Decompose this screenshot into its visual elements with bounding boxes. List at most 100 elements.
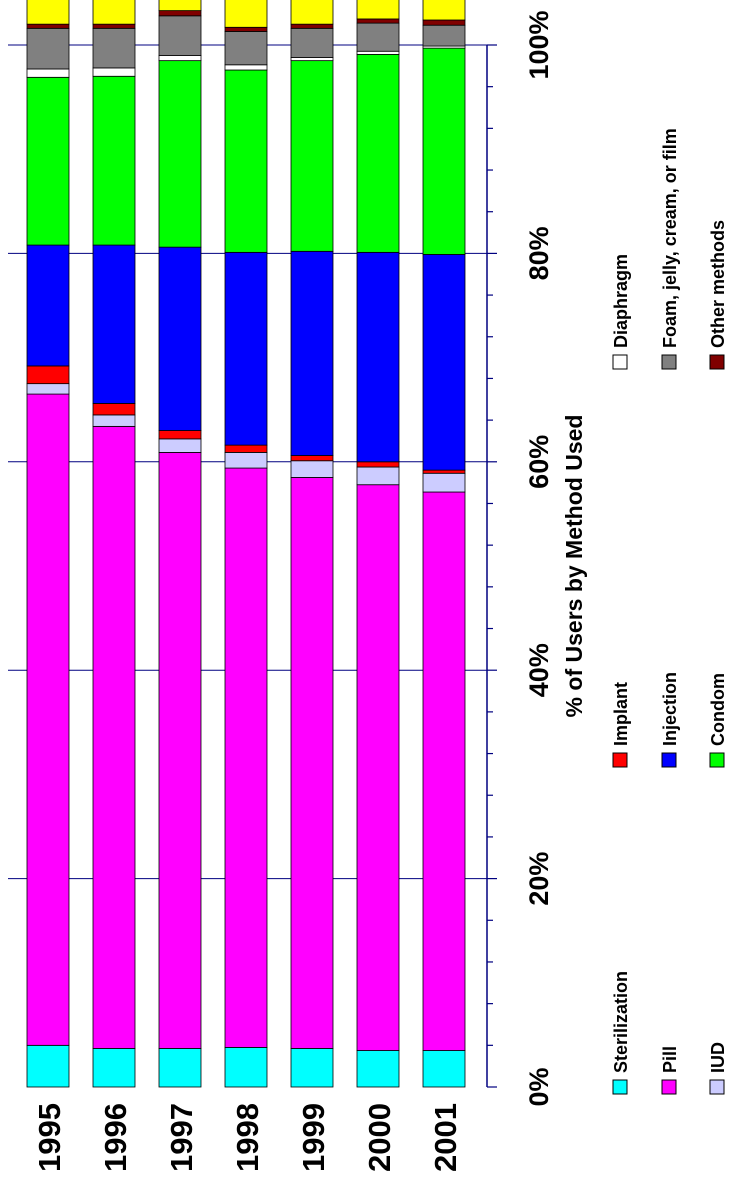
bar-segment	[356, 461, 400, 468]
category-label: 2001	[428, 1103, 463, 1172]
bar-segment	[290, 23, 334, 29]
bar-segment	[224, 251, 268, 446]
bars	[26, 0, 466, 1088]
bar-segment	[224, 0, 268, 28]
category-label: 1995	[32, 1103, 67, 1172]
category-labels: 1995 1996 1997 1998 1999 2000 2001	[32, 1103, 463, 1172]
category-label: 1997	[164, 1103, 199, 1172]
legend-label: Diaphragm	[611, 254, 631, 348]
tick-labels: 0% 20% 40% 60% 80% 100%	[524, 10, 554, 1106]
bar-segment	[92, 23, 136, 29]
bar-segment	[422, 24, 466, 47]
legend-swatch	[709, 1079, 725, 1095]
bar-segment	[224, 26, 268, 32]
legend-label: Injection	[660, 672, 680, 746]
bar-segment	[290, 455, 334, 462]
bar-segment	[224, 69, 268, 253]
bar-segment	[356, 1050, 400, 1088]
tick-label: 40%	[524, 643, 554, 697]
category-label: 1998	[230, 1103, 265, 1172]
bar-segment	[158, 430, 202, 440]
category-label: 2000	[362, 1103, 397, 1172]
bar-segment	[290, 250, 334, 456]
legend-label: Foam, jelly, cream, or film	[660, 128, 680, 348]
bar-segment	[356, 22, 400, 52]
legend-swatch	[661, 354, 677, 370]
bar-segment	[26, 76, 70, 246]
bar-segment	[356, 53, 400, 253]
bar-segment	[158, 0, 202, 12]
bar-segment	[422, 491, 466, 1051]
bar-segment	[92, 414, 136, 427]
legend-swatch	[709, 354, 725, 370]
category-label: 1996	[98, 1103, 133, 1172]
tick-label: 20%	[524, 852, 554, 906]
bar-segment	[92, 27, 136, 69]
bar-segment	[92, 0, 136, 25]
bar-segment	[26, 383, 70, 395]
bar-segment	[356, 0, 400, 20]
bar-segment	[158, 452, 202, 1049]
bar-segment	[422, 47, 466, 255]
bar-segment	[92, 403, 136, 416]
tick-label: 60%	[524, 435, 554, 489]
legend-swatch	[661, 1079, 677, 1095]
bar-segment	[356, 50, 400, 55]
bar-segment	[356, 251, 400, 463]
bar-segment	[158, 246, 202, 431]
bar-segment	[422, 19, 466, 26]
bar-segment	[26, 68, 70, 78]
bar-segment	[290, 477, 334, 1049]
legend-swatch	[612, 752, 628, 768]
axis	[486, 44, 497, 1088]
tick-label: 0%	[524, 1067, 554, 1106]
bar-segment	[290, 1048, 334, 1088]
bar-segment	[26, 1044, 70, 1088]
legend-label: Sterilization	[611, 971, 631, 1073]
bar-segment	[26, 244, 70, 367]
bar-segment	[26, 27, 70, 70]
bar-segment	[290, 27, 334, 58]
legend-swatch	[709, 752, 725, 768]
legend: Sterilization Pill IUD Implant Injection Cond…	[611, 128, 728, 1095]
tick-label: 100%	[524, 10, 554, 79]
legend-label: Condom	[708, 673, 728, 746]
bar-segment	[356, 484, 400, 1051]
bar-segment	[356, 18, 400, 24]
bar-segment	[92, 75, 136, 246]
bar-segment	[92, 244, 136, 404]
bar-segment	[26, 23, 70, 29]
bar-segment	[158, 1048, 202, 1088]
bar-segment	[224, 31, 268, 66]
bar-segment	[422, 254, 466, 471]
legend-label: IUD	[708, 1042, 728, 1073]
bar-segment	[26, 365, 70, 385]
bar-segment	[224, 64, 268, 71]
bar-segment	[224, 452, 268, 469]
bar-segment	[224, 467, 268, 1048]
bar-segment	[224, 1047, 268, 1088]
bar-segment	[422, 1050, 466, 1088]
bar-segment	[290, 60, 334, 252]
legend-label: Pill	[660, 1046, 680, 1073]
bar-segment	[92, 67, 136, 77]
legend-swatch	[612, 1079, 628, 1095]
legend-label: Implant	[611, 682, 631, 746]
bar-segment	[356, 466, 400, 486]
legend-swatch	[612, 354, 628, 370]
bar-segment	[224, 444, 268, 453]
axis-title: % of Users by Method Used	[561, 415, 587, 718]
bar-segment	[26, 393, 70, 1046]
legend-label: Other methods	[708, 220, 728, 348]
bar-segment	[26, 0, 70, 25]
bar-segment	[158, 10, 202, 17]
legend-swatch	[661, 752, 677, 768]
bar-segment	[158, 438, 202, 453]
bar-segment	[422, 469, 466, 474]
tick-label: 80%	[524, 226, 554, 280]
bar-segment	[422, 472, 466, 493]
bar-segment	[290, 57, 334, 62]
bar-segment	[290, 460, 334, 478]
